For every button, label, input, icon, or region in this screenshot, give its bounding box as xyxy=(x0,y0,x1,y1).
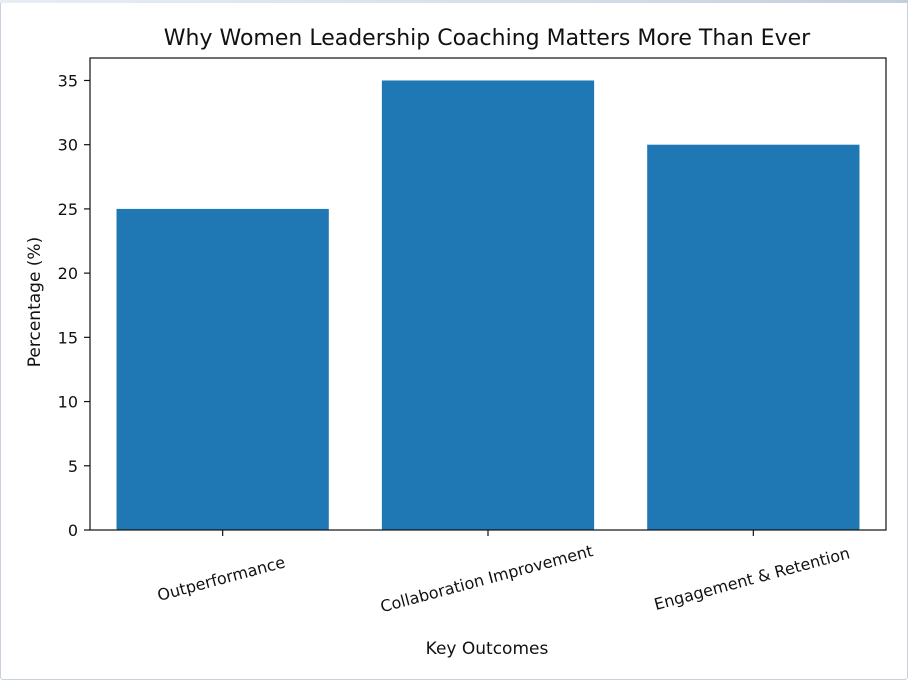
y-tick-label: 30 xyxy=(58,136,78,155)
y-tick-label: 0 xyxy=(68,521,78,540)
y-tick-label: 35 xyxy=(58,71,78,90)
y-tick-label: 20 xyxy=(58,264,78,283)
chart-title: Why Women Leadership Coaching Matters Mo… xyxy=(164,26,811,51)
plot-area: 0 5 10 15 20 25 30 35 Outperformance Collaboratio… xyxy=(58,57,887,616)
y-tick-label: 15 xyxy=(58,328,78,347)
x-tick-label: Outperformance xyxy=(155,552,287,604)
bar-collaboration-improvement xyxy=(381,80,595,530)
bar-engagement-retention xyxy=(647,144,860,530)
y-tick-label: 10 xyxy=(58,393,78,412)
x-tick-label: Collaboration Improvement xyxy=(378,541,595,616)
y-axis-label: Percentage (%) xyxy=(25,237,45,367)
y-tick-label: 5 xyxy=(68,457,78,476)
x-axis-label: Key Outcomes xyxy=(426,639,549,659)
window-top-border xyxy=(0,0,908,3)
y-tick-label: 25 xyxy=(58,200,78,219)
bar-outperformance xyxy=(116,208,329,530)
x-tick-label: Engagement & Retention xyxy=(652,543,852,614)
